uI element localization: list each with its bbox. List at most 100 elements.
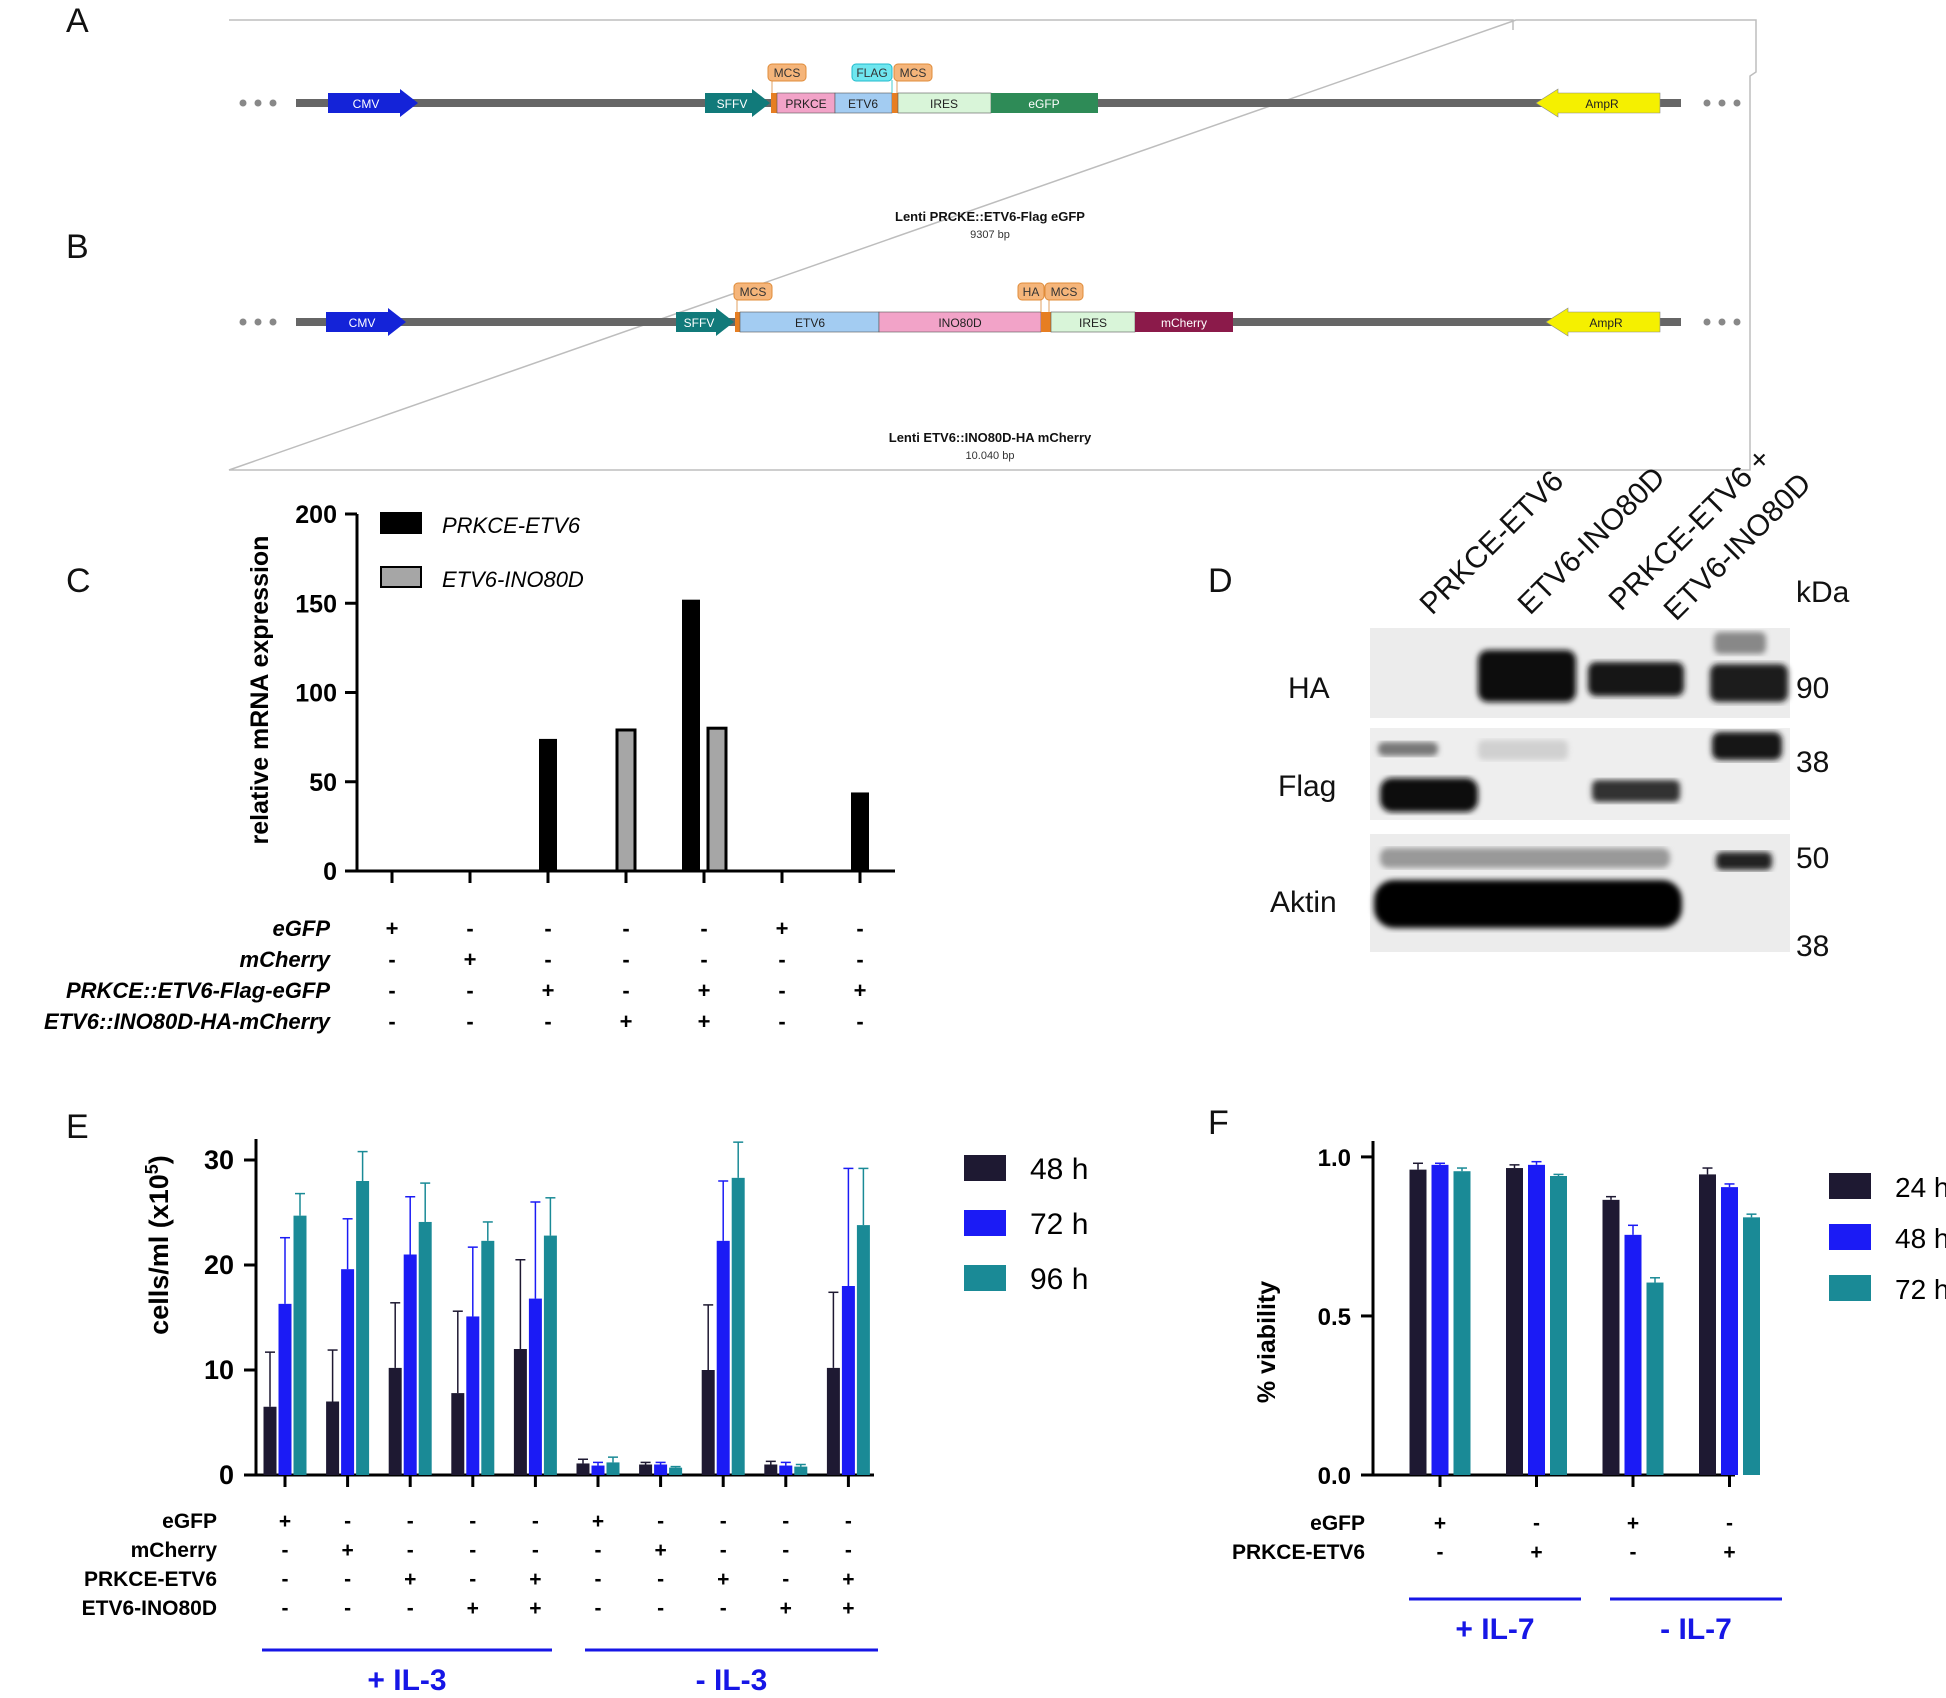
chart-f-ytick-label: 1.0 (1318, 1145, 1351, 1172)
chart-e-condition-sign: - (782, 1539, 789, 1562)
mcherry-feature (1135, 312, 1233, 332)
chart-e-bar (326, 1401, 340, 1475)
chart-e-bar (731, 1177, 745, 1475)
chart-e-bar (841, 1286, 855, 1475)
chart-e-condition-sign: + (592, 1510, 604, 1533)
prkce-label: PRKCE (785, 97, 826, 111)
chart-e-condition-label: PRKCE-ETV6 (84, 1568, 217, 1591)
chart-c-condition-sign: + (776, 916, 789, 941)
blot-membrane-ha (1370, 628, 1790, 718)
panel-label-e: E (66, 1108, 89, 1146)
chart-f-legend-label: 72 h (1895, 1274, 1946, 1305)
chart-f-condition-label: eGFP (1310, 1512, 1365, 1535)
chart-f-condition-sign: + (1627, 1512, 1639, 1535)
cmv-label: CMV (353, 97, 380, 111)
chart-f-condition-sign: - (1533, 1512, 1540, 1535)
chart-e-bar (606, 1462, 620, 1475)
cmv-arrow (328, 89, 418, 117)
chart-e-condition-sign: - (532, 1539, 539, 1562)
chart-f-condition-sign: - (1630, 1541, 1637, 1564)
chart-e-ytick-label: 10 (204, 1355, 234, 1385)
mcs-tag-a2: MCS (900, 66, 927, 80)
chart-c-ytick-label: 200 (295, 501, 337, 529)
chart-e-bar (356, 1181, 370, 1475)
chart-f-condition-sign: + (1530, 1541, 1542, 1564)
legend-swatch-c-1 (380, 566, 422, 588)
chart-e-legend-label: 48 h (1030, 1153, 1088, 1186)
chart-c-condition-sign: + (620, 1009, 633, 1034)
chart-c-bar (851, 792, 869, 871)
chart-e-bar (654, 1464, 668, 1475)
chart-e-condition-sign: - (782, 1568, 789, 1591)
chart-f-bar (1453, 1171, 1471, 1475)
mcherry-label: mCherry (1161, 316, 1207, 330)
chart-e-condition-sign: + (529, 1597, 541, 1620)
chart-c-condition-sign: - (700, 947, 707, 972)
chart-c-condition-sign: + (854, 978, 867, 1003)
chart-c-condition-label: ETV6::INO80D-HA-mCherry (44, 1009, 332, 1034)
sffv-label-b: SFFV (684, 316, 715, 330)
chart-f-group-label: + IL-7 (1455, 1613, 1534, 1646)
cmv-arrow-b (326, 308, 406, 336)
chart-e-condition-sign: - (532, 1510, 539, 1533)
chart-e-condition-sign: - (407, 1510, 414, 1533)
chart-e-condition-sign: + (404, 1568, 416, 1591)
chart-f-bar (1528, 1164, 1545, 1475)
chart-f-condition-sign: - (1726, 1512, 1733, 1535)
chart-c-ytick-label: 50 (309, 769, 337, 797)
chart-c-condition-sign: - (388, 947, 395, 972)
panel-label-d: D (1208, 562, 1233, 600)
chart-c-bar (539, 738, 557, 871)
chart-f-legend-label: 48 h (1895, 1223, 1946, 1254)
chart-f-bar (1602, 1199, 1620, 1475)
chart-e-bar (794, 1466, 808, 1475)
ha-tag: HA (1023, 285, 1040, 299)
chart-e-group-label: - IL-3 (696, 1664, 768, 1697)
mcs-tag-b2: MCS (1051, 285, 1078, 299)
chart-c-condition-sign: + (464, 947, 477, 972)
chart-e-condition-sign: + (717, 1568, 729, 1591)
panel-label-b: B (66, 228, 89, 266)
ampr-arrow-b (1545, 307, 1661, 337)
marker-50: 50 (1796, 842, 1829, 875)
flag-tag: FLAG (856, 66, 887, 80)
chart-e-condition-sign: - (407, 1597, 414, 1620)
chart-e-bar (451, 1393, 465, 1475)
panel-label-c: C (66, 562, 91, 600)
chart-c-ylabel: relative mRNA expression (246, 536, 274, 845)
chart-c-condition-label: eGFP (273, 916, 331, 941)
chart-f-condition-sign: + (1434, 1512, 1446, 1535)
chart-e-condition-sign: - (344, 1597, 351, 1620)
chart-e-bar (576, 1463, 590, 1475)
chart-e-legend-swatch (964, 1155, 1006, 1181)
chart-c-condition-sign: - (466, 978, 473, 1003)
chart-c-bar (706, 726, 728, 873)
cmv-label-b: CMV (349, 316, 376, 330)
chart-f-condition-sign: + (1723, 1541, 1735, 1564)
plasmid-a-size: 9307 bp (970, 229, 1010, 241)
chart-c-condition-label: PRKCE::ETV6-Flag-eGFP (66, 978, 330, 1003)
chart-e-condition-sign: - (344, 1568, 351, 1591)
chart-c-condition-sign: - (778, 1009, 785, 1034)
chart-e-condition-label: mCherry (131, 1539, 218, 1562)
chart-e-condition-sign: + (654, 1539, 666, 1562)
chart-c-condition-sign: - (544, 916, 551, 941)
chart-c-condition-sign: - (856, 1009, 863, 1034)
chart-c-condition-sign: - (856, 916, 863, 941)
chart-c-condition-sign: - (778, 947, 785, 972)
chart-f-ylabel: % viability (1253, 1281, 1281, 1403)
legend-label-c-1: ETV6-INO80D (442, 567, 584, 592)
ino80d-label: INO80D (938, 316, 982, 330)
chart-e-condition-sign: + (842, 1597, 854, 1620)
chart-c-bar (682, 599, 700, 871)
chart-e-ytick-label: 30 (204, 1145, 234, 1175)
chart-e-condition-sign: - (282, 1539, 289, 1562)
chart-e-condition-sign: - (407, 1539, 414, 1562)
chart-e-bar (403, 1254, 417, 1475)
chart-c-condition-sign: - (622, 947, 629, 972)
chart-c-condition-sign: - (466, 916, 473, 941)
panel-label-f: F (1208, 1104, 1229, 1142)
panel-label-a: A (66, 2, 89, 40)
chart-e-bar (856, 1225, 870, 1475)
chart-c-condition-sign: + (386, 916, 399, 941)
